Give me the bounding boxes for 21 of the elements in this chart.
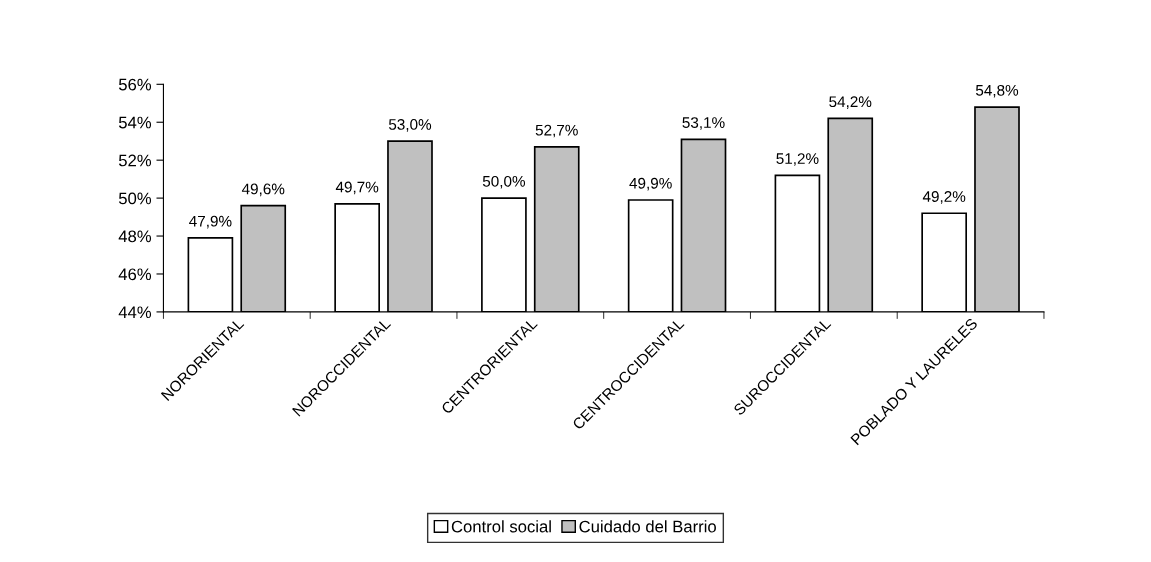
data-label: 49,7%	[335, 181, 379, 195]
data-label: 49,6%	[241, 183, 285, 197]
y-tick-label: 46%	[118, 268, 152, 281]
legend-label: Cuidado del Barrio	[579, 520, 716, 533]
y-tick-label: 44%	[118, 306, 152, 319]
data-label: 53,0%	[388, 119, 432, 132]
y-tick-label: 50%	[118, 192, 152, 205]
y-tick-label: 52%	[118, 154, 152, 167]
data-label: 53,1%	[682, 117, 725, 130]
data-label: 54,8%	[975, 84, 1019, 98]
y-tick-label: 48%	[118, 230, 152, 243]
data-label: 49,2%	[922, 191, 966, 204]
y-tick-label: 56%	[118, 78, 152, 91]
y-tick-label: 54%	[118, 116, 152, 129]
data-label: 52,7%	[535, 124, 578, 138]
data-label: 47,9%	[189, 215, 232, 229]
data-label: 54,2%	[829, 96, 872, 109]
data-label: 50,0%	[482, 175, 526, 189]
data-label: 51,2%	[776, 153, 819, 166]
legend-label: Control social	[451, 520, 551, 533]
data-label: 49,9%	[629, 177, 672, 191]
